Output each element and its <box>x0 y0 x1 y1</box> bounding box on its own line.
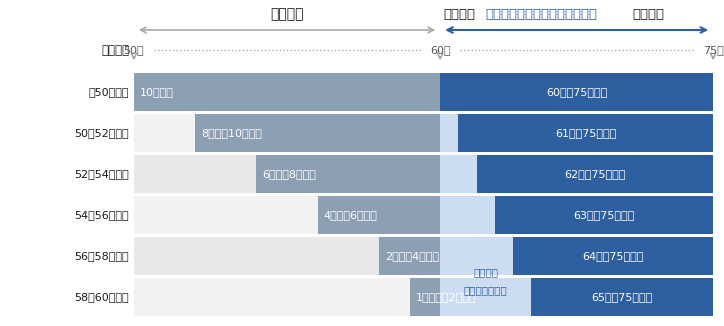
Bar <box>410 278 440 316</box>
Text: ～50歳未満: ～50歳未満 <box>88 87 129 97</box>
Text: 64歳～75歳の間: 64歳～75歳の間 <box>582 251 644 261</box>
Bar <box>134 196 713 234</box>
Text: 6年以上8年未満: 6年以上8年未満 <box>262 169 316 179</box>
Text: 75歳: 75歳 <box>703 45 723 55</box>
Text: 52～54歳未満: 52～54歳未満 <box>74 169 129 179</box>
Bar <box>531 278 713 316</box>
Text: 61歳～75歳の間: 61歳～75歳の間 <box>555 128 616 138</box>
Text: 1カ月以上2年未満: 1カ月以上2年未満 <box>416 292 476 302</box>
Bar <box>318 196 440 234</box>
Text: 4年以上6年未満: 4年以上6年未満 <box>324 210 378 220</box>
Bar <box>476 155 713 193</box>
Bar <box>134 155 713 193</box>
Text: 63歳～75歳の間: 63歳～75歳の間 <box>573 210 634 220</box>
Text: この間の: この間の <box>443 7 475 21</box>
Text: 60歳: 60歳 <box>430 45 450 55</box>
Bar <box>134 275 713 278</box>
Bar <box>195 114 440 152</box>
Bar <box>379 237 440 275</box>
Text: 運用指図: 運用指図 <box>473 268 498 277</box>
Text: 加入年齢: 加入年齢 <box>101 43 129 56</box>
Text: 60歳～75歳の間: 60歳～75歳の間 <box>546 87 607 97</box>
Bar <box>440 114 458 152</box>
Bar <box>134 193 713 196</box>
Bar <box>134 114 713 152</box>
Text: 加入期間: 加入期間 <box>270 7 304 21</box>
Bar <box>440 196 494 234</box>
Text: 58～60歳未満: 58～60歳未満 <box>75 292 129 302</box>
Text: のみを行う期間: のみを行う期間 <box>464 286 508 295</box>
Bar <box>440 237 513 275</box>
Text: します。: します。 <box>632 7 664 21</box>
Bar <box>513 237 713 275</box>
Bar <box>134 73 440 111</box>
Bar <box>134 111 713 114</box>
Bar <box>134 237 713 275</box>
Bar <box>134 73 713 111</box>
Text: 10年以上: 10年以上 <box>140 87 174 97</box>
Text: 2年以上4年未満: 2年以上4年未満 <box>385 251 439 261</box>
Text: 50～52歳未満: 50～52歳未満 <box>75 128 129 138</box>
Bar <box>134 152 713 155</box>
Bar <box>134 278 713 316</box>
Text: 任意の時点から受け取りを開始: 任意の時点から受け取りを開始 <box>485 7 597 21</box>
Bar <box>458 114 713 152</box>
Bar <box>440 278 531 316</box>
Text: 62歳～75歳の間: 62歳～75歳の間 <box>564 169 626 179</box>
Text: 8年以上10年未満: 8年以上10年未満 <box>201 128 262 138</box>
Text: 50歳: 50歳 <box>124 45 144 55</box>
Text: 54～56歳未満: 54～56歳未満 <box>75 210 129 220</box>
Bar <box>134 234 713 237</box>
Bar <box>440 73 713 111</box>
Text: 65歳～75歳の間: 65歳～75歳の間 <box>592 292 653 302</box>
Bar <box>256 155 440 193</box>
Bar <box>440 155 476 193</box>
Text: 56～58歳未満: 56～58歳未満 <box>75 251 129 261</box>
Bar <box>494 196 713 234</box>
